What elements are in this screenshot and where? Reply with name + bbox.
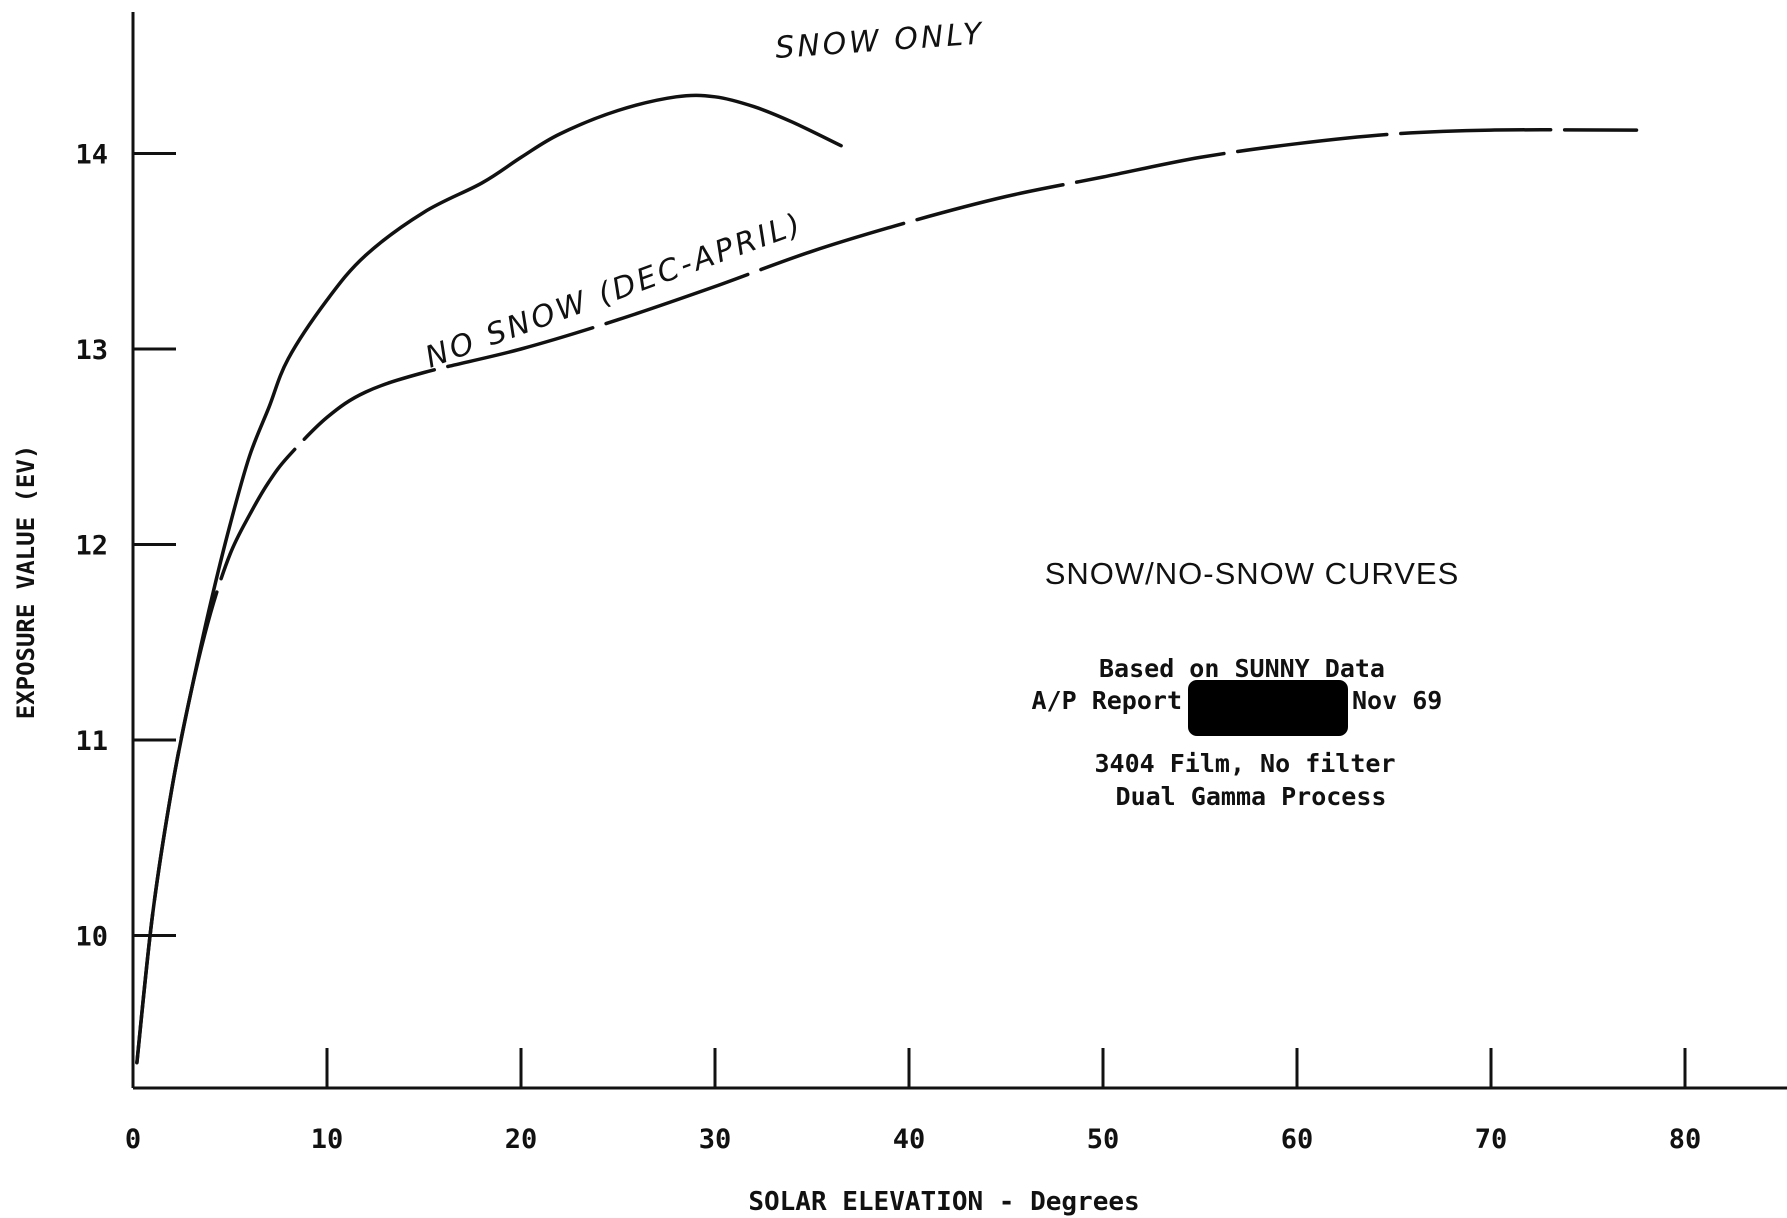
annotation-line-4: 3404 Film, No filter <box>1094 749 1395 778</box>
y-tick-label: 10 <box>75 922 108 953</box>
annotation-line-2: A/P Report <box>1031 686 1182 715</box>
x-tick-label: 10 <box>311 1124 344 1155</box>
x-tick-label: 20 <box>505 1124 538 1155</box>
y-tick-label: 13 <box>75 335 108 366</box>
no-snow-curve <box>135 128 1639 1065</box>
x-tick-label: 50 <box>1087 1124 1120 1155</box>
series-layer <box>135 93 1639 1065</box>
chart-title: SNOW/NO-SNOW CURVES <box>1045 556 1460 591</box>
y-axis-label: EXPOSURE VALUE (EV) <box>12 445 40 720</box>
no-snow-label: NO SNOW (DEC-APRIL) <box>421 206 808 375</box>
redaction-block <box>1188 680 1348 736</box>
annotation-line-3: Nov 69 <box>1352 686 1442 715</box>
y-tick-label: 11 <box>75 726 108 757</box>
x-tick-label: 70 <box>1475 1124 1508 1155</box>
x-tick-label: 80 <box>1669 1124 1702 1155</box>
x-tick-label: 30 <box>699 1124 732 1155</box>
annotation-line-5: Dual Gamma Process <box>1116 782 1387 811</box>
snow-only-label: SNOW ONLY <box>774 16 985 66</box>
y-tick-label: 14 <box>75 140 108 171</box>
y-tick-label: 12 <box>75 531 108 562</box>
ticks-layer: 0 10 20 30 40 50 60 70 80 10 11 12 13 14 <box>75 140 1701 1155</box>
x-axis-label: SOLAR ELEVATION - Degrees <box>748 1187 1139 1217</box>
x-tick-label: 40 <box>893 1124 926 1155</box>
x-tick-label: 0 <box>125 1124 141 1155</box>
annotation-line-1: Based on SUNNY Data <box>1099 654 1385 683</box>
x-tick-label: 60 <box>1281 1124 1314 1155</box>
